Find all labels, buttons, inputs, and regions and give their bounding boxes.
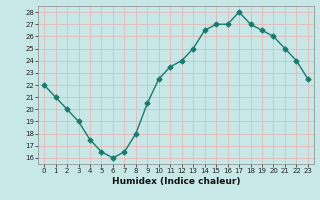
X-axis label: Humidex (Indice chaleur): Humidex (Indice chaleur) xyxy=(112,177,240,186)
